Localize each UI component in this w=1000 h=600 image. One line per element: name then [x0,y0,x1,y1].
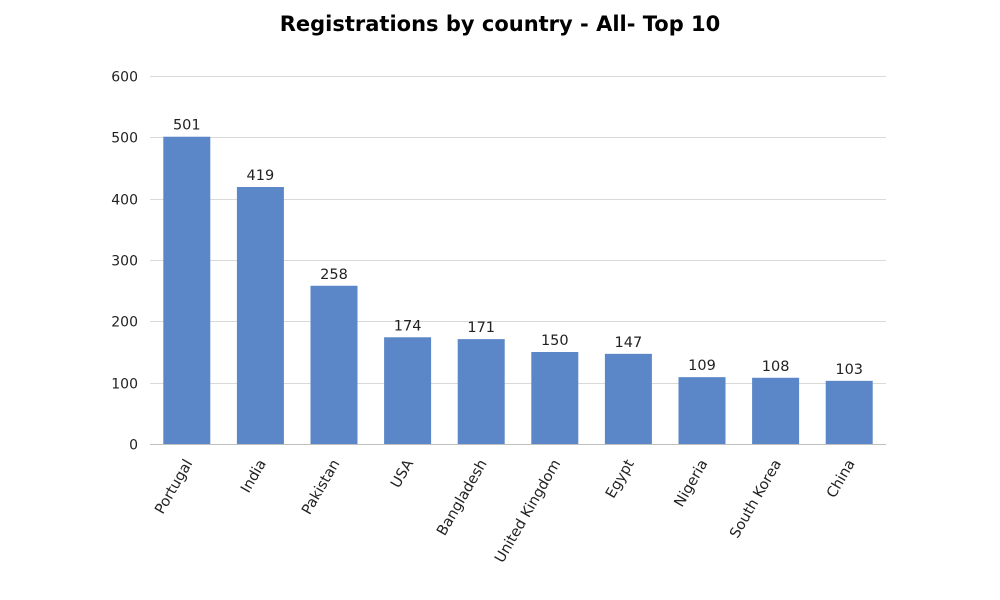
x-tick-label: Egypt [603,457,638,502]
y-tick-label: 500 [111,131,138,147]
y-tick-label: 300 [111,254,138,270]
data-label: 150 [541,333,569,349]
x-tick-label: South Korea [727,457,785,541]
data-label: 174 [394,318,422,334]
bar-nigeria [678,377,726,444]
data-label: 108 [762,359,790,375]
bar-south-korea [752,377,800,444]
bar-united-kingdom [531,352,579,444]
bar-bangladesh [457,339,505,444]
bar-india [236,187,284,444]
data-label: 501 [173,118,201,134]
data-label: 103 [835,362,863,378]
y-tick-label: 400 [111,193,138,209]
x-tick-label: Pakistan [299,457,343,518]
y-tick-label: 0 [129,438,138,454]
data-label: 171 [467,320,495,336]
bar-usa [384,337,432,444]
x-tick-label: Bangladesh [434,457,490,539]
bar-pakistan [310,285,358,444]
bars [163,136,873,444]
y-axis-ticks: 0 100 200 300 400 500 600 [111,70,138,454]
data-label: 147 [615,335,643,351]
data-label: 419 [247,168,275,184]
x-tick-label: Nigeria [672,457,712,510]
x-tick-label: India [238,457,270,496]
x-tick-label: United Kingdom [492,457,564,566]
chart-title: Registrations by country - All- Top 10 [279,12,721,36]
y-tick-label: 100 [111,377,138,393]
y-tick-label: 200 [111,315,138,331]
bar-portugal [163,136,211,444]
x-axis-ticks: Portugal India Pakistan USA Bangladesh United… [152,457,858,566]
x-tick-label: Portugal [152,457,196,517]
bar-china [825,380,873,444]
bar-egypt [604,353,652,444]
data-labels: 501 419 258 174 171 150 147 109 108 103 [173,118,863,378]
data-label: 258 [320,267,348,283]
x-tick-label: China [824,457,859,501]
x-tick-label: USA [388,457,417,491]
y-tick-label: 600 [111,70,138,86]
data-label: 109 [688,358,716,374]
